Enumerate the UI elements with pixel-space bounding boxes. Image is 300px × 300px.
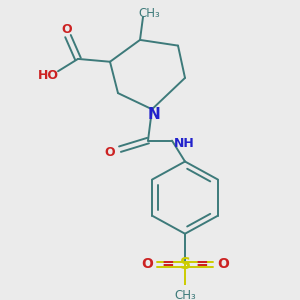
Text: O: O [217,257,229,271]
Text: S: S [179,256,191,272]
Text: CH₃: CH₃ [174,289,196,300]
Text: =: = [162,256,174,271]
Text: HO: HO [38,69,58,82]
Text: =: = [196,256,208,271]
Text: N: N [148,107,160,122]
Text: CH₃: CH₃ [138,7,160,20]
Text: NH: NH [174,137,194,150]
Text: O: O [105,146,115,160]
Text: O: O [141,257,153,271]
Text: O: O [62,23,72,36]
